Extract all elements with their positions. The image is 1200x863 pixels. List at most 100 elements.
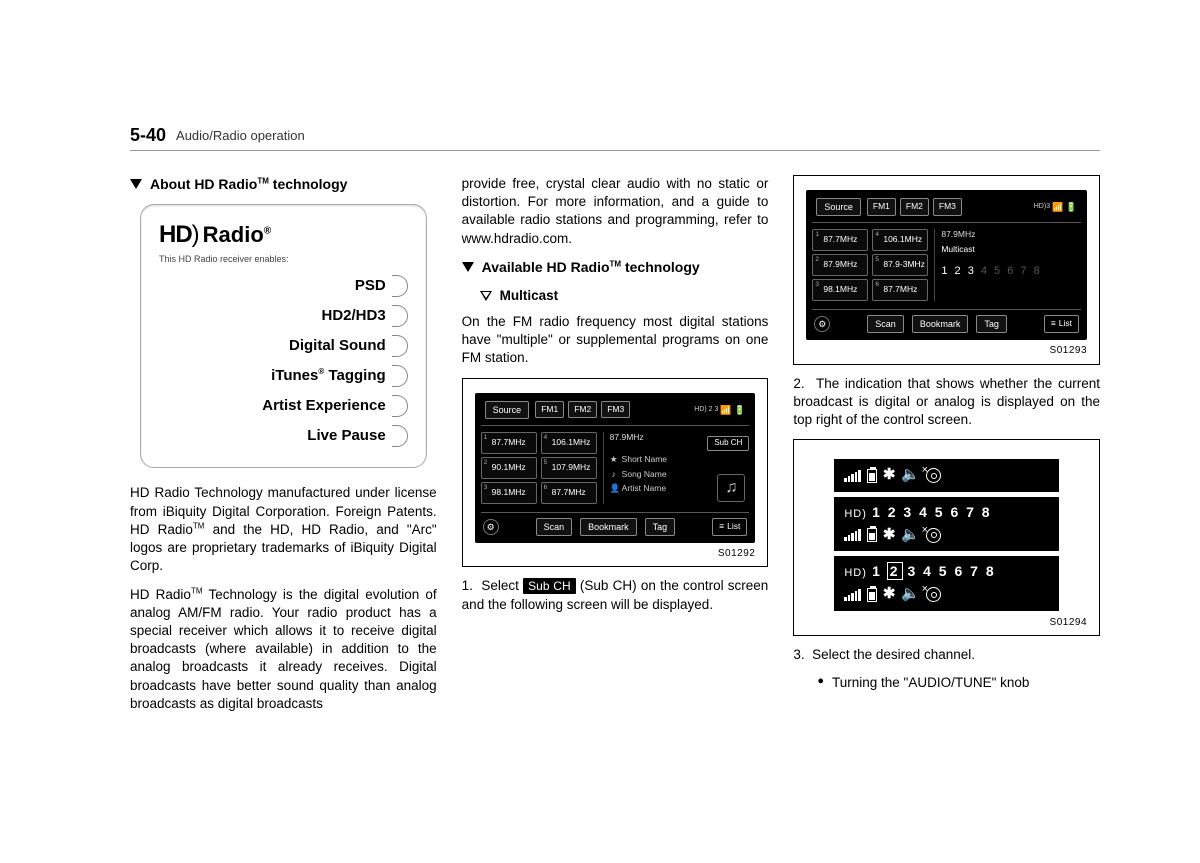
preset-2[interactable]: 290.1MHz [481, 457, 537, 479]
para-cont: provide free, crystal clear audio with n… [462, 175, 769, 248]
scan-button[interactable]: Scan [536, 518, 573, 536]
signal-icon [844, 470, 861, 482]
preset-2[interactable]: 287.9MHz [812, 254, 868, 276]
screen-bottombar: ⚙ Scan Bookmark Tag ≡List [481, 512, 750, 537]
status-icons: HD) 2 3 📶 🔋 [694, 404, 745, 416]
hd-channel-selector[interactable]: 1 2 3 4 5 6 7 8 [941, 264, 1081, 279]
subch-button[interactable]: Sub CH [707, 436, 749, 451]
status-icons: HD)3 📶 🔋 [1034, 201, 1077, 213]
feature-hd2hd3: HD2/HD3 [159, 305, 408, 327]
para-trademark: HD Radio Technology manufactured under l… [130, 484, 437, 575]
arc-icon [392, 365, 408, 387]
source-button[interactable]: Source [816, 198, 861, 216]
preset-6[interactable]: 687.7MHz [541, 482, 597, 504]
preset-grid: 187.7MHz 4106.1MHz 287.9MHz 587.9-3MHz 3… [812, 229, 928, 301]
signal-icon [844, 589, 861, 601]
hd-radio-feature-box: HD) Radio® This HD Radio receiver enable… [140, 204, 427, 469]
preset-6[interactable]: 687.7MHz [872, 279, 928, 301]
status-strip-analog: ✱ 🔈 [834, 459, 1059, 491]
list-button[interactable]: ≡List [712, 518, 747, 535]
list-icon: ≡ [719, 521, 724, 532]
status-strip-hd-2: HD) 1 2 3 4 5 6 7 8 ✱ 🔈 [834, 556, 1059, 611]
disc-icon [926, 468, 941, 483]
fm1-button[interactable]: FM1 [535, 401, 564, 418]
screen-topbar: Source FM1 FM2 FM3 HD)3 📶 🔋 [812, 196, 1081, 223]
preset-4[interactable]: 4106.1MHz [541, 432, 597, 454]
screen-bottombar: ⚙ Scan Bookmark Tag ≡List [812, 309, 1081, 334]
scan-button[interactable]: Scan [867, 315, 904, 333]
tag-button[interactable]: Tag [976, 315, 1007, 333]
triangle-down-icon [462, 262, 474, 272]
battery-icon [867, 469, 877, 483]
multicast-pane: 87.9MHz Multicast 1 2 3 4 5 6 7 8 [934, 229, 1081, 301]
para-multicast: On the FM radio frequency most digital s… [462, 313, 769, 368]
gear-icon[interactable]: ⚙ [814, 316, 830, 332]
preset-1[interactable]: 187.7MHz [481, 432, 537, 454]
fm1-button[interactable]: FM1 [867, 198, 896, 215]
figure-code: S01293 [806, 344, 1087, 358]
manual-page: 5-40 Audio/Radio operation About HD Radi… [0, 0, 1200, 863]
list-icon: ≡ [1051, 318, 1056, 329]
bookmark-button[interactable]: Bookmark [912, 315, 969, 333]
bluetooth-icon: ✱ [883, 465, 896, 485]
arc-icon [392, 335, 408, 357]
arc-icon [392, 275, 408, 297]
feature-digital-sound: Digital Sound [159, 335, 408, 357]
preset-3[interactable]: 398.1MHz [812, 279, 868, 301]
source-button[interactable]: Source [485, 401, 530, 419]
speaker-mute-icon: 🔈 [901, 584, 920, 604]
signal-icon [844, 529, 861, 541]
fm2-button[interactable]: FM2 [568, 401, 597, 418]
status-strip-hd-1: HD) 1 2 3 4 5 6 7 8 ✱ 🔈 [834, 497, 1059, 552]
step-2: 2. The indication that shows whether the… [793, 375, 1100, 430]
bluetooth-icon: ✱ [883, 525, 896, 545]
gear-icon[interactable]: ⚙ [483, 519, 499, 535]
fm3-button[interactable]: FM3 [933, 198, 962, 215]
preset-grid: 187.7MHz 4106.1MHz 290.1MHz 5107.9MHz 39… [481, 432, 597, 504]
now-playing-pane: 87.9MHz Sub CH ★Short Name ♪Song Name 👤A… [603, 432, 750, 504]
heading-suffix: technology [269, 176, 348, 192]
section-title: Audio/Radio operation [176, 128, 305, 143]
preset-4[interactable]: 4106.1MHz [872, 229, 928, 251]
para-tech-desc: HD RadioTM Technology is the digital evo… [130, 586, 437, 714]
bookmark-button[interactable]: Bookmark [580, 518, 637, 536]
feature-itunes-tagging: iTunes® Tagging [159, 365, 408, 387]
heading-about-hd: About HD RadioTM technology [130, 175, 437, 194]
figure-code: S01294 [806, 616, 1087, 630]
feature-live-pause: Live Pause [159, 425, 408, 447]
current-freq: 87.9MHz [941, 229, 1081, 240]
radio-screen-2: Source FM1 FM2 FM3 HD)3 📶 🔋 187.7MHz [806, 190, 1087, 340]
subch-badge: Sub CH [523, 578, 576, 594]
logo-tagline: This HD Radio receiver enables: [159, 253, 408, 265]
triangle-outline-icon [480, 291, 492, 301]
columns: About HD RadioTM technology HD) Radio® T… [130, 175, 1100, 803]
bluetooth-icon: ✱ [883, 584, 896, 604]
bullet-icon: ● [817, 674, 824, 692]
feature-psd: PSD [159, 275, 408, 297]
album-art-icon: ♫ [717, 474, 745, 502]
preset-1[interactable]: 187.7MHz [812, 229, 868, 251]
list-button[interactable]: ≡List [1044, 315, 1079, 332]
arc-icon [392, 395, 408, 417]
figure-s01292: Source FM1 FM2 FM3 HD) 2 3 📶 🔋 187.7MHz [462, 378, 769, 568]
step-3-bullet: ● Turning the "AUDIO/TUNE" knob [817, 674, 1100, 692]
fm2-button[interactable]: FM2 [900, 198, 929, 215]
speaker-mute-icon: 🔈 [901, 525, 920, 545]
short-name: ★Short Name [610, 454, 750, 465]
step-3: 3. Select the desired channel. [793, 646, 1100, 664]
disc-icon [926, 528, 941, 543]
figure-s01293: Source FM1 FM2 FM3 HD)3 📶 🔋 187.7MHz [793, 175, 1100, 365]
preset-5[interactable]: 587.9-3MHz [872, 254, 928, 276]
preset-3[interactable]: 398.1MHz [481, 482, 537, 504]
column-2: provide free, crystal clear audio with n… [462, 175, 769, 803]
tag-button[interactable]: Tag [645, 518, 676, 536]
fm3-button[interactable]: FM3 [601, 401, 630, 418]
battery-icon [867, 588, 877, 602]
hd-radio-logo: HD) Radio® [159, 219, 408, 251]
step-1: 1. Select Sub CH (Sub CH) on the control… [462, 577, 769, 613]
hd-nums-boxed: 1 2 3 4 5 6 7 8 [872, 563, 996, 579]
page-header: 5-40 Audio/Radio operation [130, 125, 1100, 151]
preset-5[interactable]: 5107.9MHz [541, 457, 597, 479]
feature-artist-experience: Artist Experience [159, 395, 408, 417]
figure-s01294: ✱ 🔈 HD) 1 2 3 4 5 6 7 8 ✱ 🔈 [793, 439, 1100, 636]
